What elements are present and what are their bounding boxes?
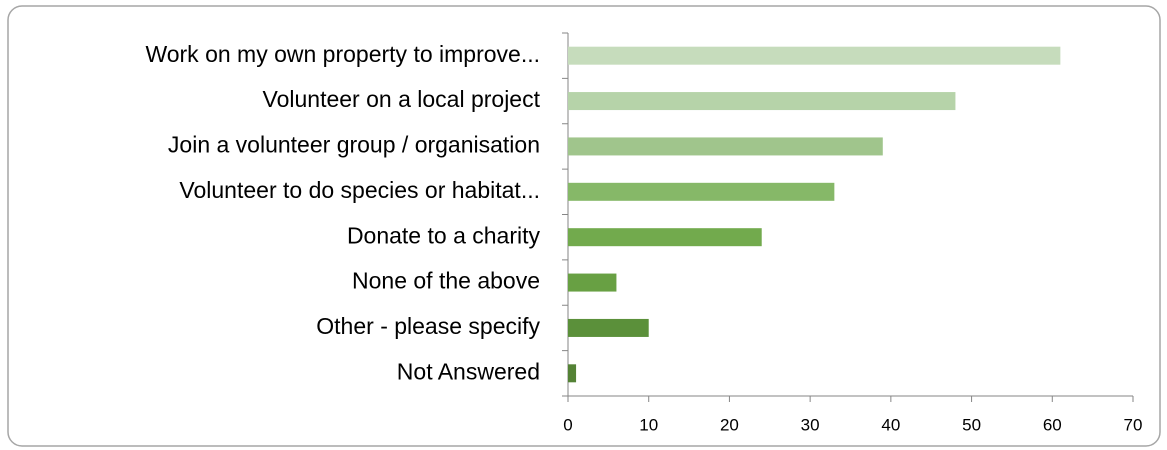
y-tick-label: Volunteer on a local project (263, 86, 541, 112)
bar (568, 137, 883, 156)
bar (568, 92, 956, 111)
y-tick-label: Donate to a charity (347, 222, 541, 248)
x-tick-label: 20 (720, 415, 739, 434)
bar (568, 364, 577, 383)
y-tick-label: Other - please specify (316, 313, 540, 339)
y-tick-label: Volunteer to do species or habitat... (179, 177, 540, 203)
x-tick-label: 0 (563, 415, 572, 434)
x-tick-label: 50 (962, 415, 981, 434)
bar (568, 318, 649, 337)
y-tick-label: Not Answered (397, 358, 540, 384)
x-tick-label: 70 (1124, 415, 1143, 434)
bar (568, 182, 835, 201)
x-tick-label: 30 (801, 415, 820, 434)
x-tick-label: 40 (881, 415, 900, 434)
bar (568, 273, 617, 292)
bar (568, 46, 1061, 65)
y-tick-label: None of the above (352, 268, 540, 294)
x-tick-label: 60 (1043, 415, 1062, 434)
y-tick-label: Join a volunteer group / organisation (168, 132, 540, 158)
y-tick-label: Work on my own property to improve... (145, 41, 540, 67)
chart-frame (7, 5, 1161, 447)
bar (568, 228, 762, 247)
x-tick-label: 10 (639, 415, 658, 434)
